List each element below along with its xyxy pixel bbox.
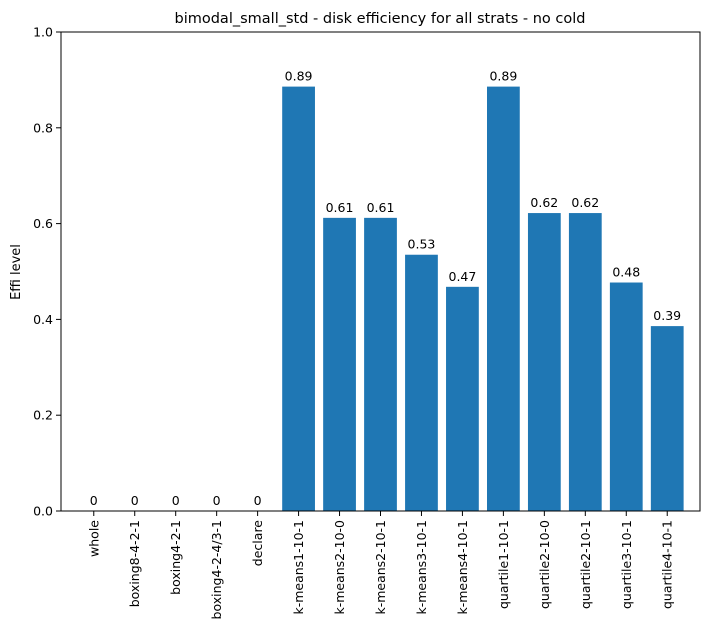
- bar-value-label: 0.39: [653, 308, 681, 323]
- x-tick-label: k-means4-10-1: [455, 520, 470, 615]
- y-tick-label: 0.0: [33, 504, 53, 519]
- y-tick-label: 0.8: [33, 120, 53, 135]
- plot-area: 0 0 0 0 0 0.89 0.61 0.61 0.53 0.47 0.89 0.62 0.62 0.4…: [33, 25, 701, 619]
- x-tick-label: quartile1-10-1: [496, 520, 511, 609]
- x-tick-label: k-means3-10-1: [414, 520, 429, 615]
- bar-value-label: 0: [131, 493, 139, 508]
- bar-value-label: 0.47: [449, 269, 477, 284]
- bar: [364, 217, 397, 512]
- bar-value-label: 0.89: [489, 69, 517, 84]
- bar-value-label: 0.61: [367, 200, 395, 215]
- bar-value-label: 0.48: [612, 265, 640, 280]
- x-tick-label: boxing4-2-4/3-1: [209, 520, 224, 619]
- bar: [568, 213, 602, 511]
- bar: [282, 86, 315, 511]
- bar-value-label: 0.53: [408, 237, 436, 252]
- bar-value-label: 0: [90, 493, 98, 508]
- bar-value-label: 0: [213, 493, 221, 508]
- bar-value-label: 0.62: [530, 195, 558, 210]
- bar: [609, 282, 643, 511]
- bar-value-label: 0.89: [285, 69, 313, 84]
- bar-value-label: 0: [172, 493, 180, 508]
- y-axis-label: Effi level: [9, 244, 24, 300]
- x-tick-label: boxing8-4-2-1: [127, 520, 142, 607]
- y-tick-label: 1.0: [33, 25, 53, 40]
- bar-value-label: 0.62: [571, 195, 599, 210]
- bar-value-label: 0.61: [326, 200, 354, 215]
- bar: [323, 217, 356, 512]
- x-tick-label: quartile4-10-1: [660, 520, 675, 609]
- x-tick-label: quartile3-10-1: [619, 520, 634, 609]
- bar: [405, 254, 438, 512]
- x-tick-label: k-means1-10-1: [291, 520, 306, 615]
- bar: [527, 213, 561, 511]
- x-tick-label: k-means2-10-1: [373, 520, 388, 615]
- x-tick-label: boxing4-2-1: [168, 520, 183, 595]
- y-tick-label: 0.4: [33, 312, 53, 327]
- bar: [487, 86, 520, 511]
- x-tick-label: whole: [86, 520, 101, 557]
- bar-value-label: 0: [254, 493, 262, 508]
- x-tick-label: quartile2-10-1: [578, 520, 593, 609]
- x-tick-label: declare: [250, 520, 265, 566]
- bar: [650, 326, 684, 511]
- y-tick-label: 0.6: [33, 216, 53, 231]
- bar: [446, 286, 479, 511]
- chart-title: bimodal_small_std - disk efficiency for …: [175, 11, 586, 27]
- x-tick-label: k-means2-10-0: [332, 520, 347, 615]
- y-tick-label: 0.2: [33, 408, 53, 423]
- x-tick-label: quartile2-10-0: [537, 520, 552, 609]
